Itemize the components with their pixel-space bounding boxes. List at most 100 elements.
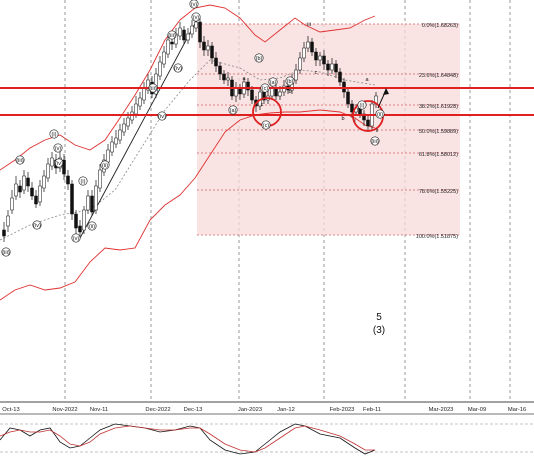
- candle: [110, 136, 114, 156]
- oscillator-panel: [0, 414, 534, 462]
- candle: [310, 38, 314, 56]
- wave-label: (c): [262, 86, 269, 92]
- candle-body: [302, 47, 306, 59]
- wave-label: (iii): [149, 86, 156, 92]
- candle-body: [114, 137, 118, 145]
- wave-label-circle: [157, 111, 167, 121]
- candle: [294, 64, 298, 84]
- candle-body: [90, 195, 94, 213]
- candle-body: [166, 39, 170, 55]
- x-tick-label: Feb-2023: [330, 407, 355, 413]
- wave-label-circle: [49, 129, 59, 139]
- candle-body: [178, 27, 182, 37]
- candle-body: [10, 197, 14, 211]
- candle: [46, 158, 50, 182]
- wave-label-circle: [189, 0, 199, 9]
- fib-level-label: 23.6%(1.64848): [419, 73, 458, 79]
- wave-label: ii: [376, 128, 378, 134]
- candle-body: [322, 55, 326, 65]
- candle: [178, 22, 182, 40]
- candle: [122, 118, 126, 136]
- candle: [22, 170, 26, 194]
- wave-label-circle: [53, 143, 63, 153]
- candle-body: [326, 63, 330, 71]
- wave-label: (iv): [158, 114, 166, 120]
- wave-label-circle: [260, 83, 270, 93]
- candle: [14, 176, 18, 200]
- wave-label-circle: [1, 247, 11, 257]
- candle-body: [34, 195, 38, 205]
- wave-count-annotation-3: (3): [373, 325, 385, 336]
- candle: [118, 124, 122, 144]
- wave-label-circle: [228, 105, 238, 115]
- wave-label: (c): [263, 123, 270, 129]
- wave-label-circle: [32, 220, 42, 230]
- candle-body: [50, 157, 54, 167]
- x-tick-label: Jan-2023: [238, 407, 262, 413]
- candle-body: [30, 187, 34, 197]
- x-tick-label: Nov-11: [90, 407, 108, 413]
- candle-body: [134, 103, 138, 115]
- trend-line: [79, 17, 199, 239]
- candle: [10, 190, 14, 214]
- candle: [218, 62, 222, 80]
- candle-body: [294, 69, 298, 81]
- x-tick-label: Jan-12: [277, 407, 295, 413]
- wave-label: (iv): [55, 161, 63, 167]
- candle-body: [98, 169, 102, 189]
- fib-level-label: 38.2%(1.61928): [419, 104, 458, 110]
- wave-label-circle: [15, 155, 25, 165]
- candle: [366, 114, 370, 132]
- candle-body: [318, 55, 322, 61]
- candle: [2, 222, 6, 242]
- wave-label: (ii): [102, 163, 108, 169]
- candle: [42, 170, 46, 192]
- candle-body: [46, 163, 50, 179]
- candle: [98, 164, 102, 192]
- moving-average-line: [0, 59, 376, 241]
- candle-body: [170, 41, 174, 45]
- wave-label-circle: [100, 160, 110, 170]
- candle-body: [106, 149, 110, 163]
- candle-body: [110, 141, 114, 153]
- wave-label-circle: [54, 158, 64, 168]
- candle: [302, 42, 306, 62]
- wave-label: (iii): [371, 139, 378, 145]
- wave-label-circle: [254, 53, 264, 63]
- wave-label-circle: [71, 233, 81, 243]
- candle: [82, 206, 86, 234]
- candle: [346, 88, 350, 108]
- wave-label: (ii): [89, 224, 95, 230]
- candle-body: [18, 185, 22, 193]
- candle-body: [82, 209, 86, 231]
- fib-level-label: 100.0%(1.51875): [416, 234, 458, 240]
- wave-label: (iv): [33, 223, 41, 229]
- candle: [38, 180, 42, 206]
- x-tick-label: Dec-13: [184, 407, 203, 413]
- wave-label-circle: [191, 12, 201, 22]
- candle-body: [274, 87, 278, 97]
- candle: [66, 170, 70, 190]
- wave-label-circle: [78, 176, 88, 186]
- candle-body: [42, 175, 46, 189]
- candle-body: [334, 63, 338, 73]
- candle: [226, 72, 230, 86]
- candle: [322, 50, 326, 70]
- candle-body: [366, 119, 370, 127]
- candle-body: [314, 51, 318, 61]
- wave-label: c: [315, 70, 318, 76]
- candle: [6, 210, 10, 232]
- wave-label: iii: [307, 22, 311, 28]
- x-tick-label: Mar-16: [508, 407, 526, 413]
- wave-label: (ii): [377, 112, 383, 118]
- candle: [142, 82, 146, 104]
- candle: [222, 70, 226, 84]
- bollinger-lower: [0, 109, 376, 301]
- candle: [338, 68, 342, 86]
- candle-body: [330, 63, 334, 71]
- wave-label: (v): [73, 236, 80, 242]
- candle-body: [70, 183, 74, 215]
- wave-label: c: [261, 102, 264, 108]
- x-tick-label: Feb-11: [363, 407, 381, 413]
- candle: [74, 210, 78, 234]
